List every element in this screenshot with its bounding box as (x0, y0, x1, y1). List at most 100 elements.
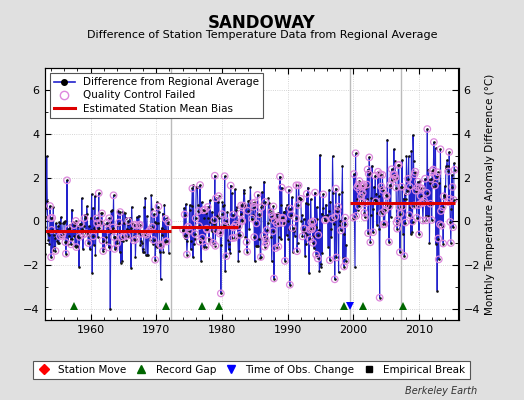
Point (56, 233, 64, 240)
Point (54, 223, 62, 229)
Point (221, 173, 229, 179)
Point (86, 215, 95, 221)
Point (434, 256, 443, 262)
Point (156, 241, 164, 248)
Point (424, 166, 433, 173)
Point (350, 171, 358, 177)
Point (148, 206, 156, 212)
Point (217, 242, 226, 248)
Point (398, 204, 407, 210)
Point (182, 232, 191, 238)
Point (372, 198, 380, 205)
Point (95, 224, 103, 231)
Point (413, 214, 421, 221)
Point (391, 158, 399, 164)
Point (294, 182, 303, 189)
Point (391, 174, 400, 181)
Point (305, 270, 313, 276)
Point (188, 185, 196, 192)
Point (388, 166, 396, 172)
Point (214, 193, 223, 199)
Point (323, 218, 331, 225)
Point (89, 233, 97, 240)
Point (237, 217, 246, 224)
Point (259, 233, 268, 239)
Point (162, 238, 171, 244)
Point (115, 219, 123, 226)
Point (406, 184, 414, 190)
Point (332, 254, 341, 261)
Point (362, 185, 370, 191)
Point (305, 226, 314, 233)
Point (187, 246, 195, 252)
Point (437, 208, 445, 214)
Point (148, 224, 157, 230)
Point (84, 231, 92, 237)
Point (74, 234, 83, 240)
Point (117, 234, 126, 240)
Point (312, 204, 321, 210)
Point (359, 181, 368, 188)
Point (214, 193, 223, 199)
Point (303, 191, 311, 197)
Point (110, 192, 118, 198)
Point (215, 215, 223, 222)
Point (129, 237, 138, 244)
Point (396, 249, 404, 256)
Point (48, 215, 57, 221)
Point (356, 180, 365, 186)
Point (422, 217, 430, 224)
Point (410, 171, 419, 178)
Point (332, 186, 340, 192)
Point (236, 210, 245, 217)
Point (437, 208, 445, 214)
Point (164, 219, 172, 226)
Point (401, 219, 410, 226)
Point (380, 207, 388, 213)
Point (451, 166, 459, 173)
Point (417, 193, 425, 199)
Point (203, 226, 211, 233)
Point (431, 182, 439, 189)
Point (383, 136, 391, 143)
Point (196, 182, 204, 188)
Point (248, 212, 257, 218)
Point (248, 215, 256, 222)
Point (376, 171, 385, 177)
Point (350, 171, 358, 177)
Point (389, 176, 397, 182)
Point (360, 210, 368, 216)
Point (395, 162, 403, 168)
Point (417, 193, 425, 199)
Point (386, 182, 394, 188)
Point (258, 200, 267, 207)
Point (331, 214, 340, 220)
Point (330, 217, 339, 224)
Point (147, 224, 155, 231)
Point (70, 222, 78, 228)
Point (74, 223, 82, 230)
Point (297, 196, 305, 202)
Point (442, 165, 450, 171)
Point (145, 224, 154, 230)
Point (434, 256, 443, 262)
Point (228, 235, 236, 241)
Point (193, 184, 201, 190)
Point (195, 223, 203, 229)
Point (385, 239, 393, 245)
Point (358, 190, 367, 196)
Point (255, 211, 264, 218)
Point (236, 210, 245, 217)
Point (124, 218, 133, 224)
Point (411, 187, 420, 194)
Point (433, 169, 442, 176)
Point (309, 240, 317, 246)
Point (50, 244, 59, 250)
Point (202, 226, 211, 232)
Point (257, 254, 265, 260)
Point (250, 234, 258, 240)
Point (321, 217, 329, 224)
Point (394, 162, 402, 168)
Point (385, 239, 393, 245)
Point (334, 269, 343, 276)
